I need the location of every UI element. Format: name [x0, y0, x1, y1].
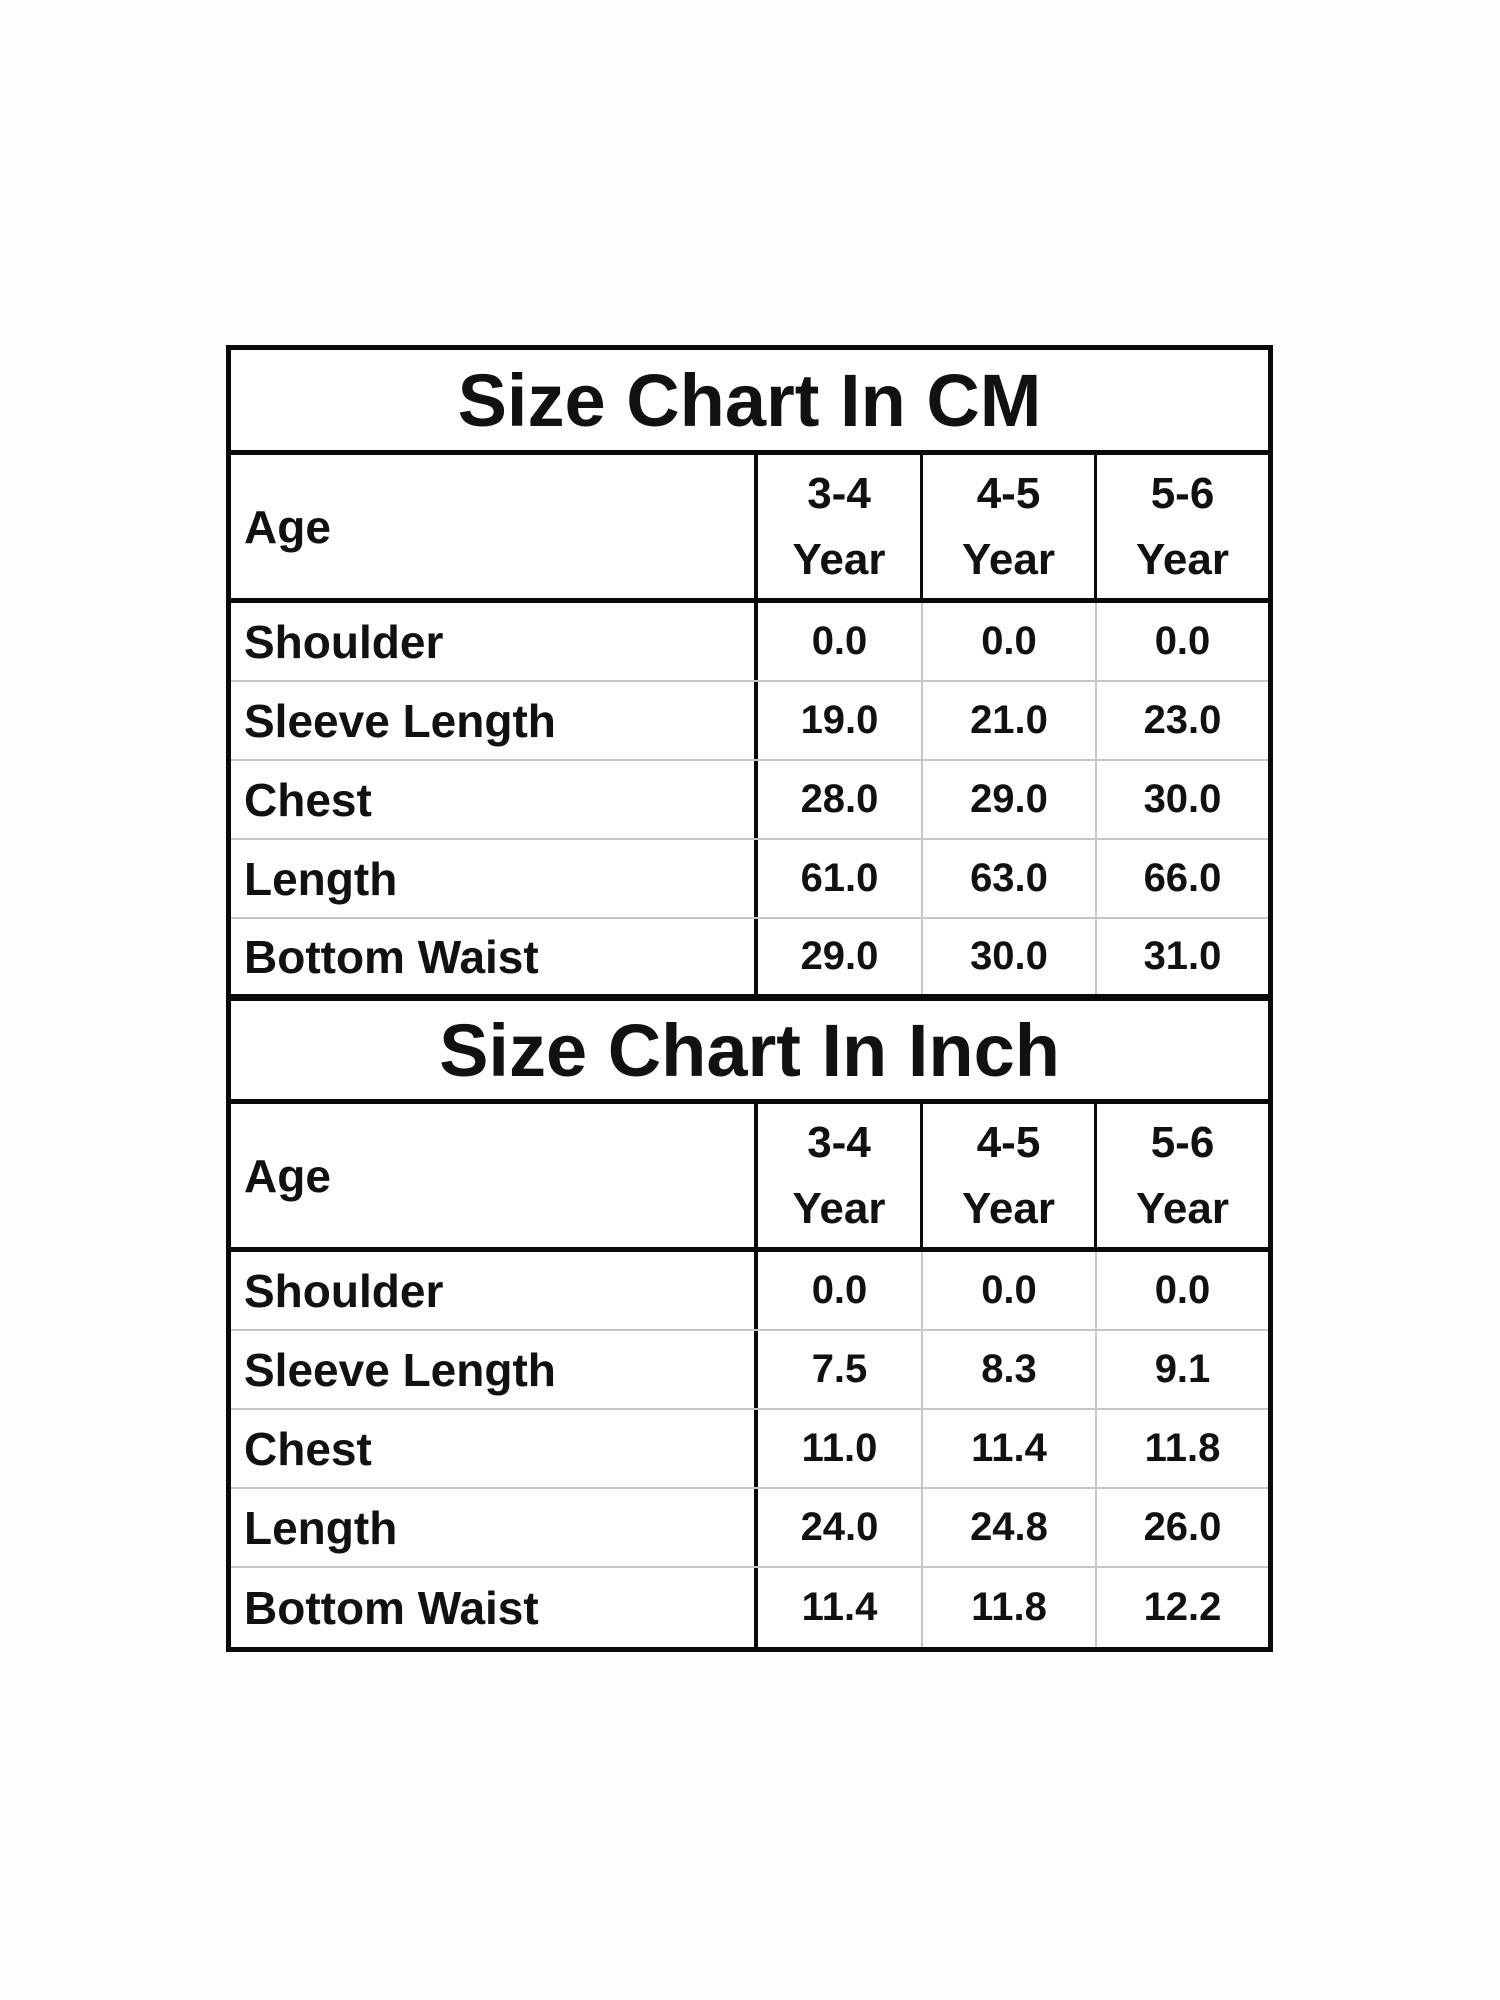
value-cell: 26.0 [1143, 1505, 1222, 1549]
value-cell: 28.0 [758, 761, 923, 838]
value-cell: 11.8 [1144, 1426, 1221, 1470]
value-cell: 24.0 [758, 1489, 923, 1566]
value-cell: 0.0 [1154, 1268, 1211, 1312]
value-cell: 66.0 [1143, 856, 1222, 900]
row-label: Bottom Waist [231, 1568, 758, 1647]
row-label: Sleeve Length [231, 682, 758, 759]
size-chart-table: Size Chart In CM Age 3-4 Year 4-5 Year 5… [226, 345, 1273, 1652]
value-cell: 31.0 [1143, 934, 1222, 978]
value-cell: 21.0 [923, 682, 1097, 759]
age-unit: Year [962, 534, 1055, 584]
row-label: Shoulder [231, 603, 758, 680]
age-unit: Year [792, 534, 886, 584]
cm-row-bottom-waist: Bottom Waist 29.0 30.0 31.0 [231, 919, 1268, 998]
cm-age-header-row: Age 3-4 Year 4-5 Year 5-6 Year [231, 455, 1268, 603]
cm-row-length: Length 61.0 63.0 66.0 [231, 840, 1268, 919]
inch-row-bottom-waist: Bottom Waist 11.4 11.8 12.2 [231, 1568, 1268, 1647]
inch-age-header-row: Age 3-4 Year 4-5 Year 5-6 Year [231, 1104, 1268, 1252]
value-cell: 0.0 [923, 1252, 1097, 1329]
row-label: Sleeve Length [231, 1331, 758, 1408]
row-label: Bottom Waist [231, 919, 758, 994]
inch-row-sleeve-length: Sleeve Length 7.5 8.3 9.1 [231, 1331, 1268, 1410]
value-cell: 29.0 [758, 919, 923, 994]
value-cell: 9.1 [1154, 1347, 1211, 1391]
age-range: 5-6 [1150, 468, 1215, 518]
value-cell: 19.0 [758, 682, 923, 759]
inch-age-column-4-5: 4-5 Year [923, 1104, 1097, 1247]
value-cell: 63.0 [923, 840, 1097, 917]
inch-row-chest: Chest 11.0 11.4 11.8 [231, 1410, 1268, 1489]
value-cell: 12.2 [1143, 1585, 1222, 1629]
inch-age-column-3-4: 3-4 Year [758, 1104, 923, 1247]
age-unit: Year [1136, 1183, 1229, 1233]
row-label: Length [231, 840, 758, 917]
cm-row-chest: Chest 28.0 29.0 30.0 [231, 761, 1268, 840]
cm-age-column-3-4: 3-4 Year [758, 455, 923, 598]
value-cell: 11.0 [758, 1410, 923, 1487]
inch-age-column-5-6: 5-6 Year [1097, 1104, 1268, 1247]
age-range: 4-5 [976, 468, 1041, 518]
inch-age-label: Age [231, 1104, 758, 1247]
cm-age-column-4-5: 4-5 Year [923, 455, 1097, 598]
age-unit: Year [792, 1183, 886, 1233]
value-cell: 0.0 [923, 603, 1097, 680]
value-cell: 11.4 [758, 1568, 923, 1647]
row-label: Chest [231, 1410, 758, 1487]
cm-row-sleeve-length: Sleeve Length 19.0 21.0 23.0 [231, 682, 1268, 761]
age-unit: Year [1136, 534, 1229, 584]
age-range: 5-6 [1150, 1117, 1215, 1167]
row-label: Shoulder [231, 1252, 758, 1329]
row-label: Chest [231, 761, 758, 838]
cm-section-title: Size Chart In CM [231, 350, 1268, 455]
age-range: 3-4 [807, 1117, 871, 1167]
value-cell: 61.0 [758, 840, 923, 917]
value-cell: 0.0 [758, 603, 923, 680]
value-cell: 11.4 [923, 1410, 1097, 1487]
value-cell: 30.0 [1143, 777, 1222, 821]
cm-row-shoulder: Shoulder 0.0 0.0 0.0 [231, 603, 1268, 682]
value-cell: 23.0 [1143, 698, 1222, 742]
age-unit: Year [962, 1183, 1055, 1233]
inch-section-title: Size Chart In Inch [231, 998, 1268, 1104]
size-chart-inch-section: Size Chart In Inch Age 3-4 Year 4-5 Year… [231, 998, 1268, 1647]
value-cell: 30.0 [923, 919, 1097, 994]
inch-row-length: Length 24.0 24.8 26.0 [231, 1489, 1268, 1568]
age-range: 3-4 [807, 468, 871, 518]
value-cell: 24.8 [923, 1489, 1097, 1566]
size-chart-cm-section: Size Chart In CM Age 3-4 Year 4-5 Year 5… [231, 350, 1268, 998]
value-cell: 7.5 [758, 1331, 923, 1408]
value-cell: 8.3 [923, 1331, 1097, 1408]
age-range: 4-5 [976, 1117, 1041, 1167]
inch-row-shoulder: Shoulder 0.0 0.0 0.0 [231, 1252, 1268, 1331]
value-cell: 0.0 [1154, 619, 1211, 663]
cm-age-column-5-6: 5-6 Year [1097, 455, 1268, 598]
value-cell: 0.0 [758, 1252, 923, 1329]
row-label: Length [231, 1489, 758, 1566]
cm-age-label: Age [231, 455, 758, 598]
value-cell: 11.8 [923, 1568, 1097, 1647]
value-cell: 29.0 [923, 761, 1097, 838]
